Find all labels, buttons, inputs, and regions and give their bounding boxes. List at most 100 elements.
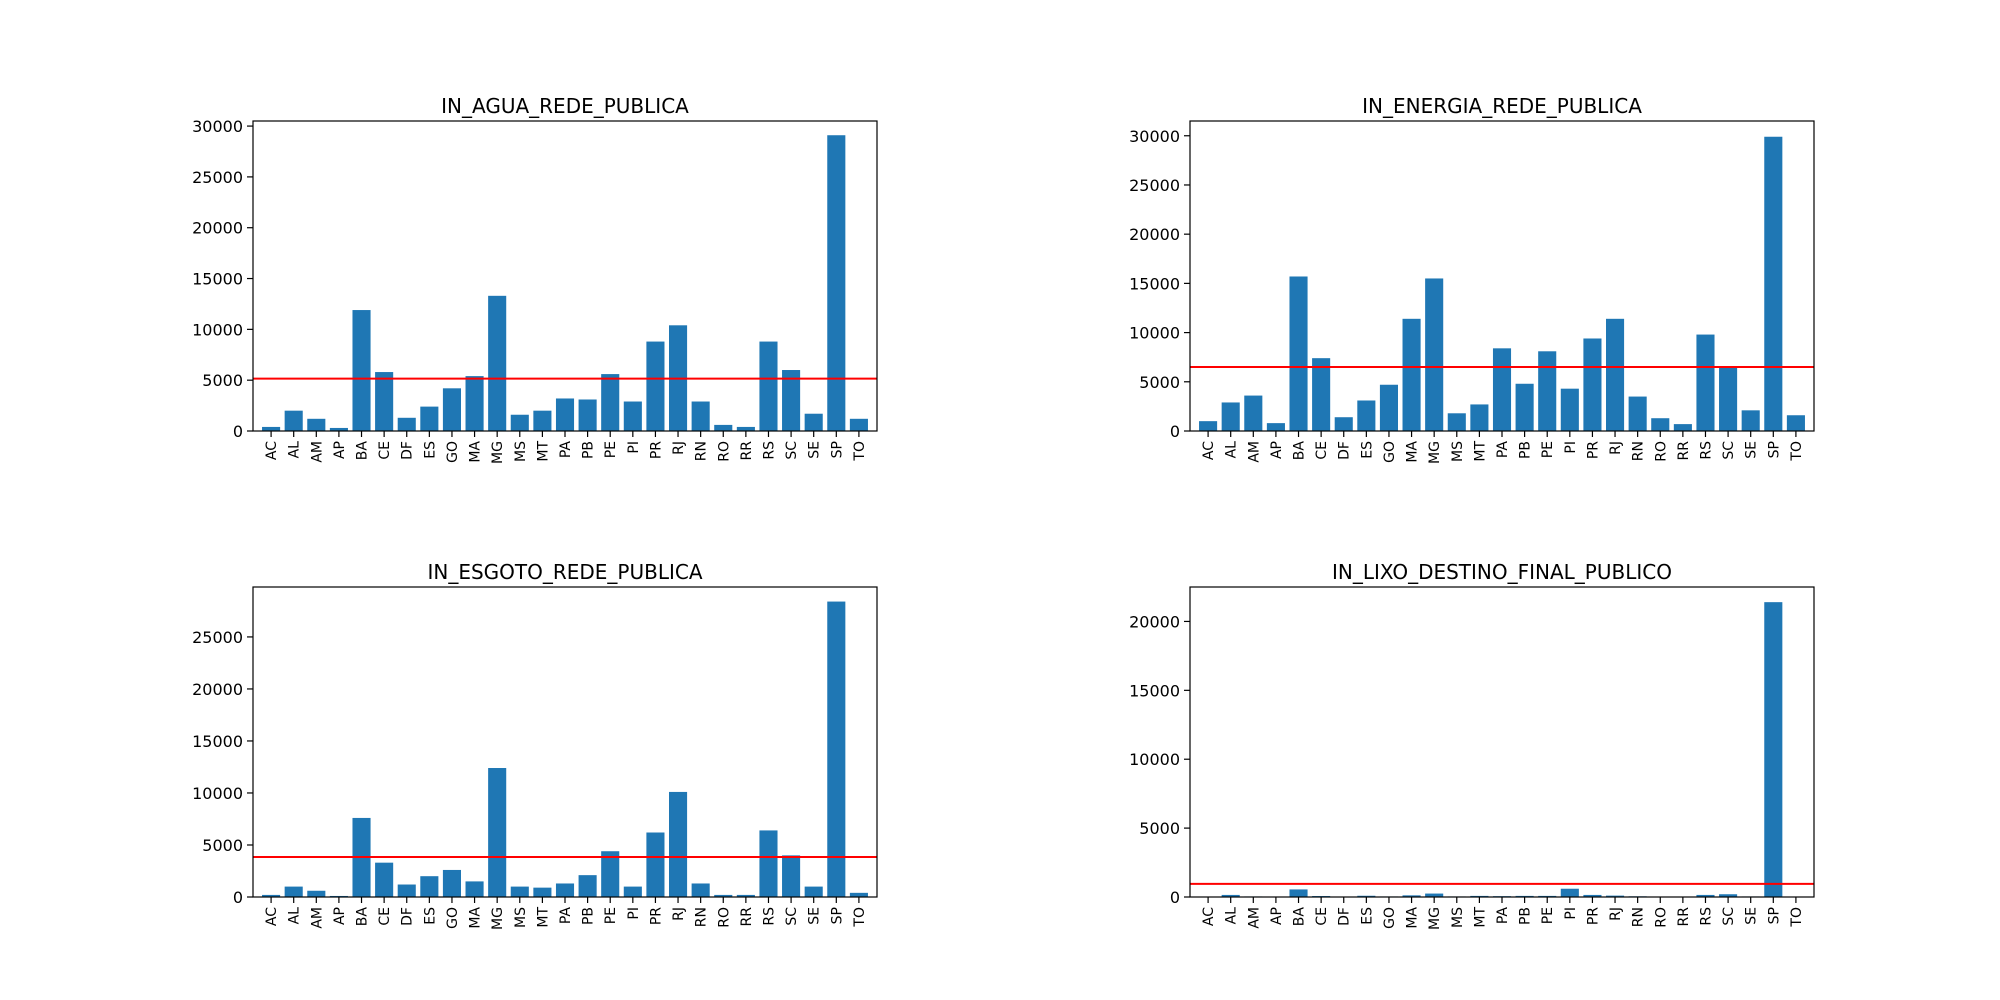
x-tick-label: SC xyxy=(1721,907,1737,926)
y-tick-label: 20000 xyxy=(192,680,243,699)
bar xyxy=(601,851,620,897)
x-tick-label: RO xyxy=(716,441,732,462)
bar xyxy=(1244,395,1263,431)
x-tick-label: SE xyxy=(807,907,823,925)
x-tick-label: BA xyxy=(355,907,371,927)
x-tick-label: DF xyxy=(400,907,416,926)
bar xyxy=(1515,383,1534,431)
bar xyxy=(1606,895,1625,897)
x-tick-label: MS xyxy=(513,907,529,928)
x-tick-label: MS xyxy=(1450,907,1466,928)
bar xyxy=(284,886,303,897)
x-tick-label: AP xyxy=(1269,907,1285,925)
x-tick-label: MS xyxy=(513,441,529,462)
x-tick-label: RS xyxy=(761,907,777,926)
x-tick-label: SC xyxy=(784,907,800,926)
x-tick-label: RN xyxy=(694,907,710,927)
bar xyxy=(691,883,710,897)
x-tick-label: RR xyxy=(739,441,755,461)
bar xyxy=(669,791,688,897)
x-tick-label: AP xyxy=(332,907,348,925)
bar xyxy=(1538,351,1557,431)
x-tick-label: ES xyxy=(1359,441,1375,459)
y-tick-label: 20000 xyxy=(1129,225,1180,244)
x-tick-label: SC xyxy=(1721,441,1737,460)
chart-title: IN_ESGOTO_REDE_PUBLICA xyxy=(427,560,702,584)
bar xyxy=(420,876,439,897)
bar xyxy=(691,401,710,431)
x-tick-label: AL xyxy=(287,441,303,459)
x-tick-label: CE xyxy=(377,907,393,926)
bar xyxy=(1334,417,1353,431)
bar xyxy=(646,341,665,431)
bar xyxy=(1470,404,1489,431)
bar xyxy=(782,855,801,897)
y-tick-label: 10000 xyxy=(192,320,243,339)
x-tick-label: MT xyxy=(1472,441,1488,462)
x-tick-label: MT xyxy=(535,441,551,462)
bar xyxy=(1402,895,1421,897)
x-tick-label: PB xyxy=(1518,907,1534,925)
x-tick-label: SE xyxy=(807,441,823,459)
bar xyxy=(510,414,529,431)
x-tick-label: SE xyxy=(1744,441,1760,459)
bar xyxy=(375,372,394,431)
x-tick-label: RO xyxy=(1653,907,1669,928)
bar xyxy=(1560,888,1579,897)
bar xyxy=(1560,388,1579,431)
bar xyxy=(1357,400,1376,431)
x-tick-label: MA xyxy=(1405,441,1421,463)
y-tick-label: 0 xyxy=(233,422,243,441)
bar xyxy=(1402,318,1421,431)
y-tick-label: 15000 xyxy=(192,270,243,289)
x-tick-label: AM xyxy=(309,441,325,463)
chart-panel: 0 5000 10000 15000 20000 AC AL AM AP BA CE DF ES GO MA… xyxy=(1129,560,1815,930)
chart-panel: 0 5000 10000 15000 20000 25000 AC AL AM AP BA CE DF E… xyxy=(192,560,878,930)
x-tick-label: RR xyxy=(1676,907,1692,927)
x-tick-label: BA xyxy=(1292,441,1308,461)
bar xyxy=(442,388,461,431)
x-tick-label: PA xyxy=(558,441,574,459)
bar xyxy=(329,427,348,431)
x-tick-label: RN xyxy=(1631,907,1647,927)
y-tick-label: 25000 xyxy=(192,628,243,647)
bar xyxy=(578,875,597,897)
x-tick-label: SC xyxy=(784,441,800,460)
bar xyxy=(1492,348,1512,431)
x-tick-label: AC xyxy=(264,441,280,460)
x-tick-label: MG xyxy=(490,907,506,930)
x-tick-label: PA xyxy=(1495,907,1511,925)
bar xyxy=(1606,318,1625,431)
bar xyxy=(849,892,868,897)
bar xyxy=(1379,384,1398,431)
x-tick-label: DF xyxy=(1337,441,1353,460)
bar xyxy=(1741,410,1760,431)
x-tick-label: SP xyxy=(829,907,845,924)
bar xyxy=(555,398,575,431)
bar xyxy=(646,832,665,897)
y-tick-label: 5000 xyxy=(1139,819,1180,838)
x-tick-label: RO xyxy=(716,907,732,928)
x-tick-label: PE xyxy=(603,441,619,458)
y-tick-label: 25000 xyxy=(192,168,243,187)
y-tick-label: 15000 xyxy=(1129,274,1180,293)
x-tick-label: AL xyxy=(1224,907,1240,925)
bar xyxy=(1696,894,1715,897)
bar xyxy=(1673,424,1692,431)
y-tick-label: 10000 xyxy=(1129,750,1180,769)
bar xyxy=(849,418,868,431)
x-tick-label: PR xyxy=(1585,907,1601,925)
bar xyxy=(262,426,281,431)
x-tick-label: ES xyxy=(1359,907,1375,925)
bar xyxy=(1199,421,1218,431)
bar xyxy=(804,413,823,431)
x-tick-label: PA xyxy=(558,907,574,925)
x-tick-label: PE xyxy=(1540,907,1556,924)
bar xyxy=(827,601,846,897)
x-tick-label: PB xyxy=(1518,441,1534,459)
bar xyxy=(714,424,733,431)
bar xyxy=(623,886,642,897)
x-tick-label: AM xyxy=(1246,441,1262,463)
